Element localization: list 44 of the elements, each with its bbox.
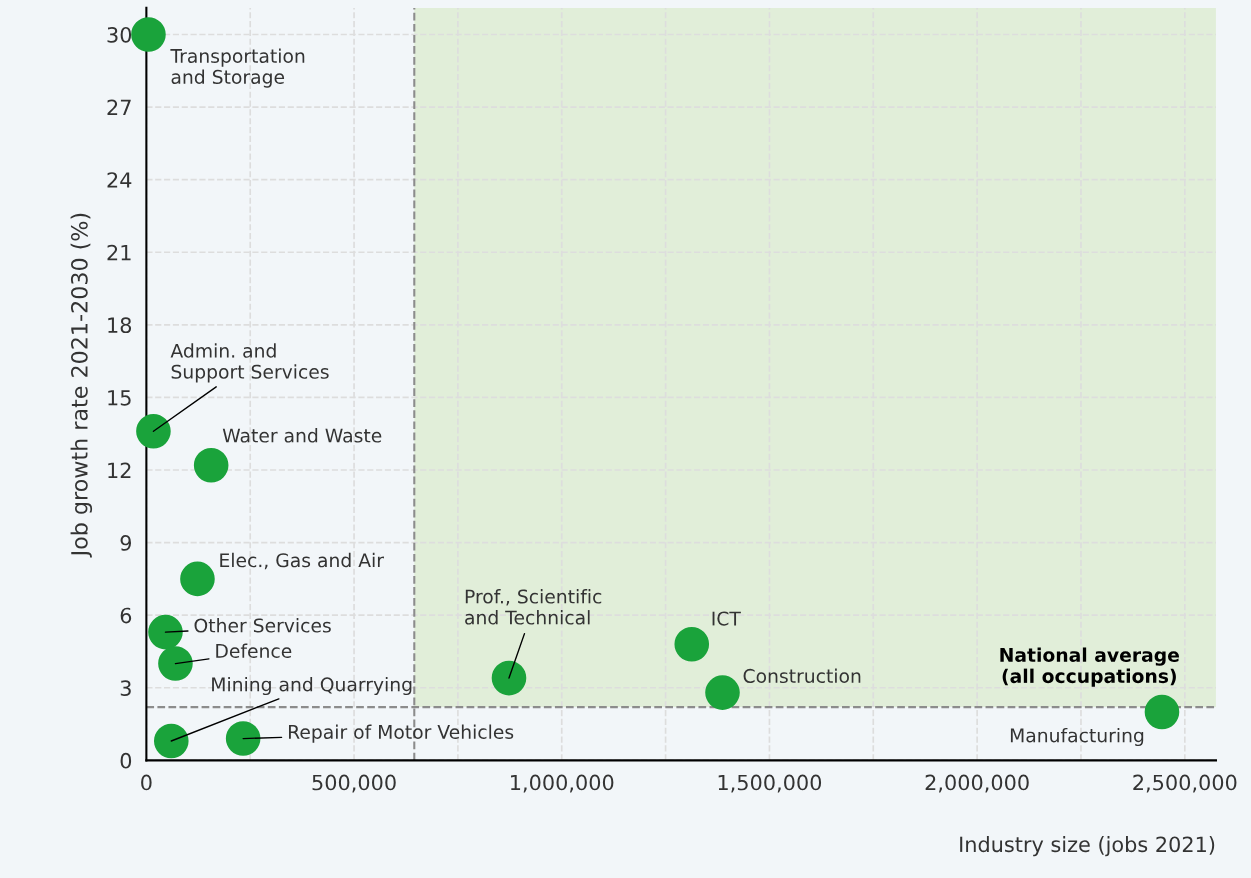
x-tick-label: 1,000,000 xyxy=(511,774,614,793)
x-axis-title: Industry size (jobs 2021) xyxy=(960,836,1215,857)
annotation: Admin. and Support Services xyxy=(170,343,329,383)
annotation: Water and Waste xyxy=(222,428,382,443)
point xyxy=(136,414,171,449)
annotation: Prof., Scientific and Technical xyxy=(465,589,602,625)
y-tick-label: 9 xyxy=(120,535,132,551)
point xyxy=(180,561,215,597)
y-tick-label: 3 xyxy=(120,680,131,696)
point xyxy=(1144,694,1180,730)
point xyxy=(705,675,740,710)
x-tick-label: 500,000 xyxy=(312,774,396,793)
annotation: Mining and Quarrying xyxy=(212,676,412,696)
point xyxy=(674,626,710,662)
y-tick-label: 6 xyxy=(120,607,132,624)
x-tick-label: 0 xyxy=(141,774,152,791)
annotation: Repair of Motor Vehicles xyxy=(288,724,514,743)
x-tick-label: 2,500,000 xyxy=(1133,774,1237,793)
y-tick-label: 15 xyxy=(108,390,131,406)
point xyxy=(491,660,527,696)
point xyxy=(225,721,261,756)
y-tick-label: 18 xyxy=(108,317,132,334)
x-tick-label: 2,000,000 xyxy=(925,774,1029,793)
y-tick-label: 30 xyxy=(107,26,132,43)
y-tick-label: 0 xyxy=(120,752,132,769)
y-tick-label: 21 xyxy=(107,244,131,261)
annotation: Manufacturing xyxy=(1010,727,1144,747)
annotation: Elec., Gas and Air xyxy=(220,552,384,570)
point xyxy=(131,17,166,52)
annotation: Other Services xyxy=(194,618,331,633)
annotation: ICT xyxy=(712,611,741,626)
annotation: Construction xyxy=(743,668,861,684)
x-tick-label: 1,500,000 xyxy=(718,774,822,793)
annotation: Defence xyxy=(216,643,292,659)
y-axis-title: Job growth rate 2021-2030 (%) xyxy=(70,213,93,558)
annotation: National average (all occupations) xyxy=(1000,647,1179,687)
y-tick-label: 24 xyxy=(107,172,132,188)
point xyxy=(158,646,193,681)
point xyxy=(154,723,189,759)
y-tick-label: 27 xyxy=(107,99,131,116)
annotation: Transportation and Storage xyxy=(170,48,305,88)
point xyxy=(148,614,183,650)
point xyxy=(193,447,229,483)
y-tick-label: 12 xyxy=(108,462,131,478)
